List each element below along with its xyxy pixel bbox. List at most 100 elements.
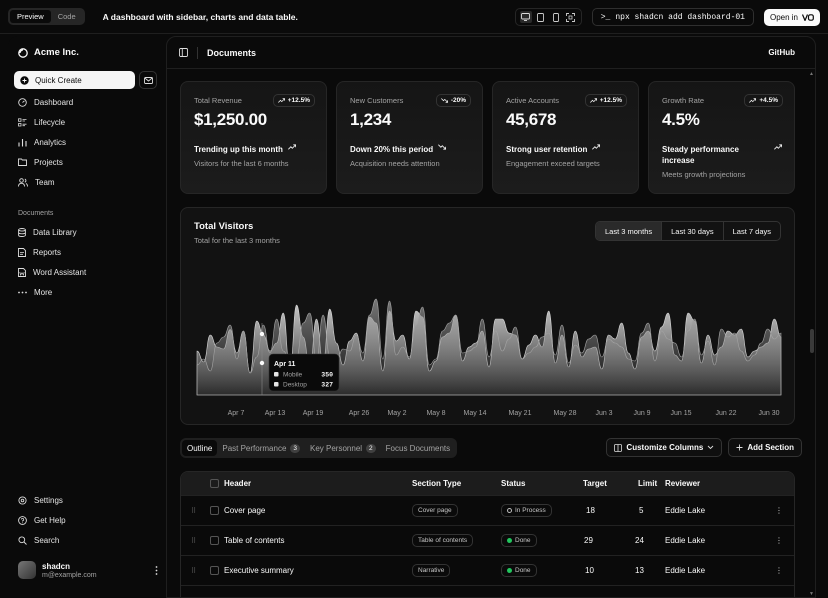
range-30-days[interactable]: Last 30 days <box>661 222 723 240</box>
row-actions-icon[interactable]: ⋮ <box>775 566 783 575</box>
sidebar-item-label: Settings <box>34 495 63 505</box>
tab-focus-documents[interactable]: Focus Documents <box>381 440 455 456</box>
file-word-icon <box>18 267 26 277</box>
card-footer-sub: Meets growth projections <box>662 170 746 179</box>
card-footer-sub: Visitors for the last 6 months <box>194 159 289 168</box>
open-in-button[interactable]: Open in <box>763 8 820 26</box>
tab-outline[interactable]: Outline <box>182 440 218 456</box>
sidebar-item-lifecycle[interactable]: Lifecycle <box>18 112 73 132</box>
list-details-icon <box>18 117 27 126</box>
table-row[interactable]: ⠿ Executive summary Narrative Done 10 13… <box>181 556 794 586</box>
table-row[interactable]: ⠿ Table of contents Table of contents Do… <box>181 526 794 556</box>
brand[interactable]: Acme Inc. <box>18 47 79 58</box>
table-row[interactable]: ⠿ Cover page Cover page In Process 18 5 … <box>181 496 794 526</box>
row-checkbox[interactable] <box>210 566 219 575</box>
row-actions-icon[interactable]: ⋮ <box>775 506 783 515</box>
site-header: Documents GitHub <box>167 37 815 69</box>
sidebar-item-settings[interactable]: Settings <box>18 490 66 510</box>
code-tab[interactable]: Code <box>57 12 76 21</box>
card-footer-sub: Acquisition needs attention <box>350 159 440 168</box>
row-header-link[interactable]: Table of contents <box>224 536 285 545</box>
status-text: Done <box>515 537 531 544</box>
tab-count-badge: 2 <box>366 443 376 453</box>
row-actions-icon[interactable]: ⋮ <box>775 536 783 545</box>
sidebar-toggle-icon[interactable] <box>179 48 188 57</box>
user-menu[interactable]: shadcn m@example.com <box>18 561 158 579</box>
status-text: Done <box>515 567 531 574</box>
reviewer-value[interactable]: Eddie Lake <box>665 566 706 575</box>
card-footer-main: Down 20% this period <box>350 145 434 154</box>
tab-past-performance[interactable]: Past Performance 3 <box>217 440 305 456</box>
dots-vertical-icon[interactable] <box>155 565 158 575</box>
badge-value: +4.5% <box>759 97 778 104</box>
install-command-text: npx shadcn add dashboard-01 <box>615 12 745 22</box>
x-tick-label: Apr 26 <box>349 410 370 417</box>
col-target[interactable]: Target <box>583 479 607 488</box>
github-link[interactable]: GitHub <box>768 48 795 57</box>
limit-input[interactable]: 5 <box>639 506 644 515</box>
sidebar-item-team[interactable]: Team <box>18 172 73 192</box>
scrollbar-thumb[interactable] <box>810 329 814 353</box>
drag-handle-icon[interactable]: ⠿ <box>191 507 197 515</box>
customize-columns-button[interactable]: Customize Columns <box>606 438 723 457</box>
tablet-icon[interactable] <box>535 11 547 23</box>
scrollbar[interactable]: ▲ ▼ <box>809 69 815 597</box>
range-3-months[interactable]: Last 3 months <box>596 222 662 240</box>
scroll-up-icon[interactable]: ▲ <box>809 71 814 77</box>
desktop-icon[interactable] <box>519 11 532 23</box>
add-section-button[interactable]: Add Section <box>728 438 802 457</box>
drag-handle-icon[interactable]: ⠿ <box>191 537 197 545</box>
sidebar-item-reports[interactable]: Reports <box>18 242 86 262</box>
page-title: Documents <box>207 47 257 58</box>
tab-key-personnel[interactable]: Key Personnel 2 <box>305 440 381 456</box>
row-header-link[interactable]: Cover page <box>224 506 266 515</box>
install-command[interactable]: >_ npx shadcn add dashboard-01 <box>591 8 754 26</box>
sidebar-item-analytics[interactable]: Analytics <box>18 132 73 152</box>
tab-label: Outline <box>187 443 213 453</box>
tooltip-mobile-value: 350 <box>321 372 333 379</box>
col-header[interactable]: Header <box>224 479 252 488</box>
chart-bar-icon <box>18 138 27 146</box>
sidebar-item-word-assistant[interactable]: Word Assistant <box>18 262 86 282</box>
range-toggle: Last 3 months Last 30 days Last 7 days <box>595 221 781 241</box>
target-input[interactable]: 29 <box>584 536 593 545</box>
sidebar-item-get-help[interactable]: Get Help <box>18 510 66 530</box>
sidebar-item-dashboard[interactable]: Dashboard <box>18 92 73 112</box>
sidebar-item-search[interactable]: Search <box>18 530 66 550</box>
limit-input[interactable]: 13 <box>635 566 644 575</box>
reviewer-value[interactable]: Eddie Lake <box>665 536 706 545</box>
scroll-down-icon[interactable]: ▼ <box>809 591 814 597</box>
col-reviewer[interactable]: Reviewer <box>665 479 701 488</box>
mobile-icon[interactable] <box>550 11 562 23</box>
quick-create-button[interactable]: Quick Create <box>14 71 135 89</box>
row-header-link[interactable]: Executive summary <box>224 566 294 575</box>
tooltip-mobile-label: Mobile <box>283 372 303 379</box>
col-limit[interactable]: Limit <box>638 479 658 488</box>
x-tick-label: Jun 22 <box>715 410 736 417</box>
col-status[interactable]: Status <box>501 479 526 488</box>
reviewer-value[interactable]: Eddie Lake <box>665 506 706 515</box>
card-value: $1,250.00 <box>194 110 267 129</box>
limit-input[interactable]: 24 <box>635 536 644 545</box>
range-7-days[interactable]: Last 7 days <box>722 222 780 240</box>
col-section-type[interactable]: Section Type <box>412 479 462 488</box>
trending-up-icon <box>277 98 285 103</box>
table-row[interactable]: ⠿ <box>181 586 794 597</box>
sidebar: Acme Inc. Quick Create Dashboard Lifecyc… <box>8 36 166 598</box>
target-input[interactable]: 10 <box>585 566 594 575</box>
row-checkbox[interactable] <box>210 596 219 597</box>
target-input[interactable]: 18 <box>586 506 595 515</box>
select-all-checkbox[interactable] <box>210 479 219 488</box>
inbox-button[interactable] <box>139 71 157 89</box>
row-checkbox[interactable] <box>210 506 219 515</box>
row-checkbox[interactable] <box>210 536 219 545</box>
sidebar-item-data-library[interactable]: Data Library <box>18 222 86 242</box>
sidebar-item-more[interactable]: More <box>18 282 86 302</box>
sidebar-item-projects[interactable]: Projects <box>18 152 73 172</box>
card-footer-main: Trending up this month <box>194 145 283 154</box>
visitors-area-chart[interactable]: Apr 7 Apr 13 Apr 19 Apr 26 May 2 May 8 May 14 M… <box>181 263 796 423</box>
drag-handle-icon[interactable]: ⠿ <box>191 567 197 575</box>
preview-tab[interactable]: Preview <box>10 10 51 23</box>
sidebar-item-label: Lifecycle <box>34 117 66 127</box>
fullscreen-icon[interactable] <box>565 11 577 23</box>
